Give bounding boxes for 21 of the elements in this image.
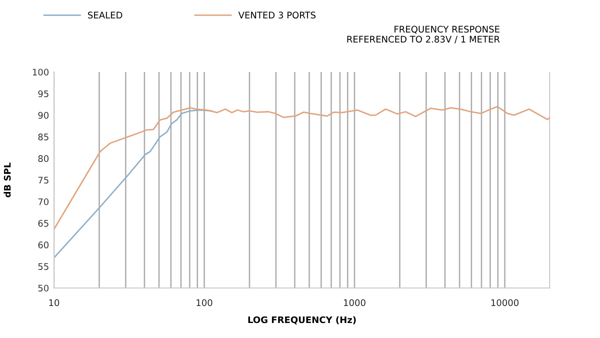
y-tick-label: 80 [38,155,49,162]
y-tick-label: 70 [38,198,49,206]
y-tick-label: 85 [38,134,48,140]
chart-title: FREQUENCY RESPONSE [394,26,500,34]
y-tick-label: 90 [38,112,49,119]
x-axis-title: LOG FREQUENCY (Hz) [248,316,356,324]
x-tick-label: 10 [49,299,60,306]
y-tick-label: 100 [32,68,49,76]
x-tick-label: 100 [196,299,212,306]
y-tick-label: 65 [38,220,48,227]
y-tick-label: 60 [38,242,49,248]
legend-label: VENTED 3 PORTS [238,12,316,18]
y-tick-label: 95 [38,90,48,98]
y-tick-label: 75 [38,176,48,184]
chart-subtitle: REFERENCED TO 2.83V / 1 METER [347,36,500,44]
x-tick-label: 10000 [491,299,519,306]
y-axis-title: dB SPL [4,162,11,198]
legend-label: SEALED [88,12,122,18]
y-tick-label: 50 [38,284,49,292]
x-tick-label: 1000 [344,299,366,306]
y-tick-label: 55 [38,263,48,270]
